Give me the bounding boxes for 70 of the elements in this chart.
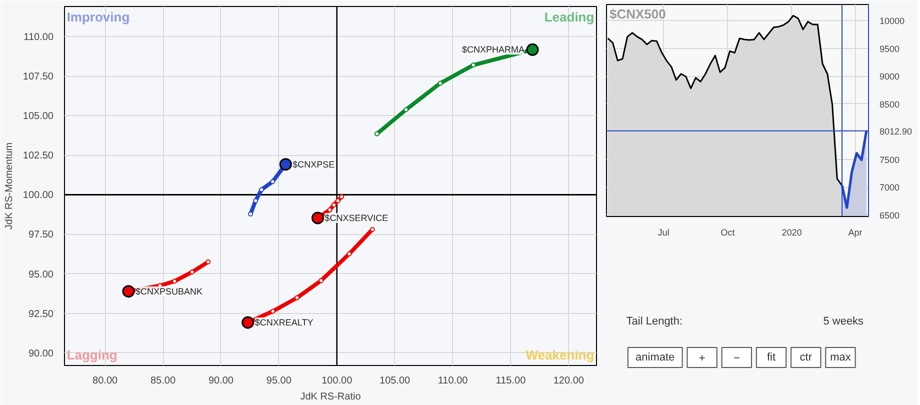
point bbox=[259, 187, 264, 192]
y-axis-title: JdK RS-Momentum bbox=[4, 142, 15, 230]
text: fit bbox=[767, 352, 776, 364]
y-tick-label: 8500 bbox=[880, 99, 900, 110]
text: ctr bbox=[800, 352, 812, 364]
point bbox=[370, 226, 375, 232]
x-tick-label: 85.00 bbox=[150, 376, 176, 386]
annotation: Leading bbox=[544, 10, 594, 25]
x-tick-label: Oct bbox=[720, 228, 736, 238]
y-tick-label: 6500 bbox=[880, 210, 900, 220]
y-tick-label: 7500 bbox=[880, 154, 900, 165]
point bbox=[270, 308, 276, 314]
point bbox=[248, 211, 254, 216]
point bbox=[438, 80, 443, 86]
point bbox=[172, 278, 178, 284]
annotation: Weakening bbox=[526, 347, 594, 362]
y-tick-label: 110.00 bbox=[24, 32, 54, 44]
y-tick-label: 107.50 bbox=[22, 72, 54, 83]
y-tick-label: 7000 bbox=[880, 182, 900, 193]
point bbox=[253, 198, 258, 204]
point bbox=[331, 202, 336, 208]
text: Tail Length: bbox=[626, 316, 683, 328]
point bbox=[327, 207, 332, 212]
point bbox=[335, 198, 340, 204]
y-tick-label: 97.50 bbox=[28, 230, 54, 241]
y-tick-label: 9000 bbox=[880, 72, 900, 82]
ref-line-label: 8012.90 bbox=[880, 126, 912, 136]
text: − bbox=[733, 352, 740, 364]
series-label: $CNXSERVICE bbox=[324, 212, 388, 223]
y-tick-label: 90.00 bbox=[28, 348, 54, 360]
x-tick-label: 110.00 bbox=[438, 376, 468, 386]
series-label: $CNXPSUBANK bbox=[135, 286, 203, 296]
y-tick-label: 100.00 bbox=[22, 190, 54, 202]
point bbox=[339, 194, 344, 200]
point bbox=[346, 251, 352, 256]
y-tick-label: 9500 bbox=[880, 44, 900, 54]
chart-title: $CNX500 bbox=[610, 6, 666, 22]
y-tick-label: 92.50 bbox=[28, 308, 54, 320]
x-tick-label: Apr bbox=[848, 228, 862, 238]
text: + bbox=[698, 352, 706, 364]
x-tick-label: 120.00 bbox=[553, 376, 584, 386]
x-axis-title: JdK RS-Ratio bbox=[300, 392, 362, 402]
point bbox=[318, 278, 324, 284]
point bbox=[270, 179, 276, 184]
x-tick-label: 105.00 bbox=[380, 376, 411, 386]
x-tick-label: 100.00 bbox=[322, 376, 353, 386]
x-tick-label: Jul bbox=[658, 228, 670, 238]
series-label: $CNXPSE bbox=[292, 159, 335, 170]
point bbox=[374, 131, 380, 136]
point bbox=[470, 62, 476, 68]
annotation: Improving bbox=[66, 10, 130, 25]
y-tick-label: 95.00 bbox=[28, 269, 54, 280]
x-tick-label: 115.00 bbox=[496, 376, 526, 386]
text: animate bbox=[636, 352, 675, 364]
text: max bbox=[830, 352, 852, 364]
series-label: $CNXREALTY bbox=[254, 317, 314, 328]
point bbox=[190, 270, 195, 275]
annotation: Lagging bbox=[66, 347, 118, 362]
point bbox=[404, 107, 409, 112]
x-tick-label: 2020 bbox=[782, 228, 802, 238]
y-tick-label: 102.50 bbox=[22, 150, 54, 162]
y-tick-label: 105.00 bbox=[22, 111, 54, 122]
point bbox=[294, 295, 300, 300]
text: 5 weeks bbox=[823, 316, 864, 328]
y-tick-label: 10000 bbox=[880, 16, 905, 26]
x-tick-label: 80.00 bbox=[92, 376, 118, 386]
series-label: $CNXPHARMA bbox=[462, 44, 525, 55]
point bbox=[206, 259, 211, 264]
x-tick-label: 90.00 bbox=[208, 376, 234, 386]
x-tick-label: 95.00 bbox=[266, 376, 292, 386]
